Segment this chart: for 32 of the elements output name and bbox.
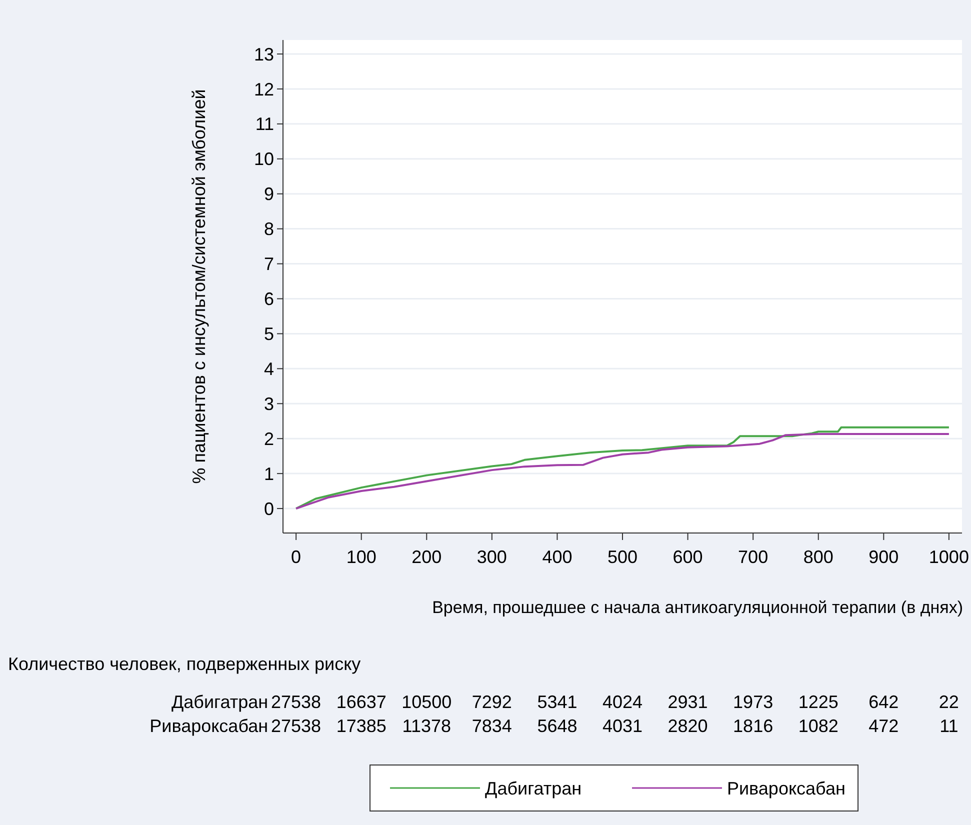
y-tick-label: 2 — [264, 428, 274, 449]
x-tick-label: 500 — [607, 547, 638, 567]
x-tick-label: 0 — [291, 547, 302, 567]
y-tick-label: 10 — [254, 149, 274, 170]
y-tick-label: 8 — [264, 219, 274, 240]
x-tick-label: 400 — [542, 547, 572, 567]
x-tick-label: 200 — [412, 547, 442, 567]
text: Дабигатран 27538 16637 10500 7292 5341 4024 2931 1973 1225 642 22 — [171, 692, 959, 712]
x-tick-label: 300 — [476, 547, 507, 567]
x-tick-label: 700 — [738, 547, 768, 567]
x-tick-label: 1000 — [928, 547, 969, 567]
x-tick-label: 800 — [803, 547, 834, 567]
legend-label: Ривароксабан — [727, 778, 846, 798]
x-tick-label: 100 — [346, 547, 376, 567]
y-tick-label: 6 — [264, 289, 274, 310]
y-tick-label: 13 — [254, 44, 274, 64]
x-tick-label: 600 — [672, 547, 703, 567]
x-axis-title: Время, прошедшее с начала антикоагуляционной терапии (в днях) — [432, 598, 963, 617]
y-tick-label: 5 — [264, 324, 274, 344]
y-tick-label: 0 — [264, 498, 274, 519]
y-tick-label: 7 — [264, 254, 274, 274]
y-tick-label: 1 — [264, 464, 274, 484]
legend-label: Дабигатран — [485, 778, 582, 798]
text: Ривароксабан 27538 17385 11378 7834 5648 4031 2820 1816 1082 472 11 — [150, 716, 958, 736]
y-tick-label: 9 — [264, 184, 274, 204]
y-tick-label: 11 — [255, 114, 274, 134]
y-axis-title: % пациентов с инсультом/системной эмболией — [189, 89, 209, 484]
x-tick-label: 900 — [868, 547, 899, 567]
y-tick-label: 12 — [254, 79, 274, 100]
text: Количество человек, подверженных риску — [8, 654, 361, 674]
y-tick-label: 3 — [264, 394, 274, 414]
y-tick-label: 4 — [264, 358, 274, 379]
